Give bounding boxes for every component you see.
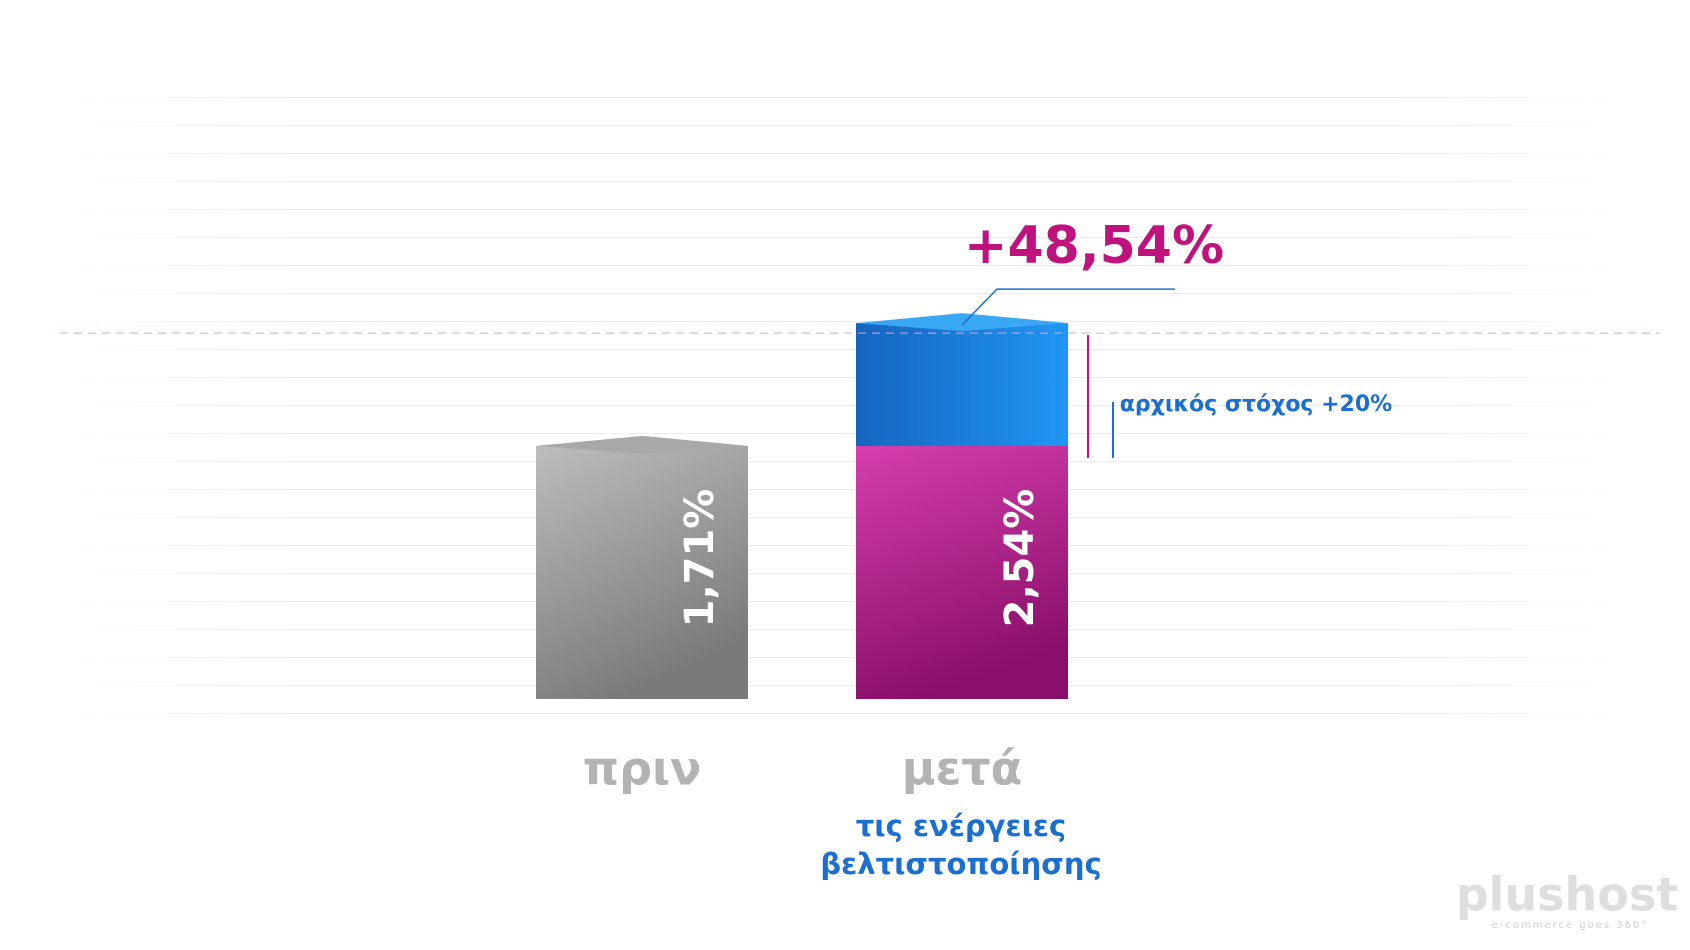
bar-before-level [856, 445, 1068, 699]
logo-tagline: e-commerce goes 360° [1492, 920, 1649, 931]
bar-top [536, 435, 748, 454]
bars: πριν 1,71% μετά 2,54% [60, 288, 1660, 796]
note-line: τις ενέργειες [856, 809, 1066, 843]
background-lines [60, 70, 1630, 730]
value-label: 1,71% [677, 489, 723, 628]
logo: plushost [1456, 868, 1679, 922]
note-line: βελτιστοποίησης [820, 847, 1101, 881]
bar [536, 445, 748, 699]
category-label: πριν [583, 742, 702, 796]
leader-line [961, 288, 1175, 326]
value-label: 2,54% [997, 489, 1043, 628]
category-label: μετά [902, 742, 1022, 796]
target-label: αρχικός στόχος +20% [1120, 392, 1392, 417]
increase-label: +48,54% [964, 216, 1224, 276]
bar-top [856, 313, 1068, 332]
